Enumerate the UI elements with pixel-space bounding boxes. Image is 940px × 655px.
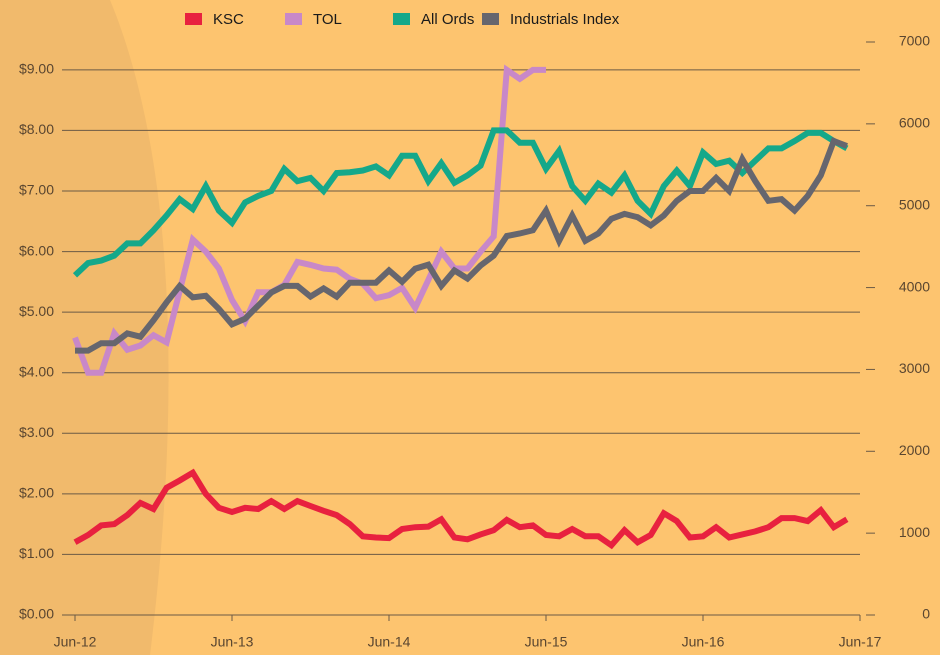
y-tick-label: $9.00 [19, 61, 54, 77]
y-tick-label: $1.00 [19, 545, 54, 561]
y-tick-label: $5.00 [19, 303, 54, 319]
y-tick-label: $7.00 [19, 182, 54, 198]
y2-tick-label: 2000 [899, 442, 930, 458]
y-tick-label: $2.00 [19, 485, 54, 501]
y2-tick-label: 3000 [899, 360, 930, 376]
legend-swatch [285, 13, 302, 25]
y-tick-label: $6.00 [19, 242, 54, 258]
x-tick-label: Jun-15 [525, 634, 568, 650]
legend-swatch [185, 13, 202, 25]
y-tick-label: $0.00 [19, 606, 54, 622]
legend-swatch [393, 13, 410, 25]
legend-swatch [482, 13, 499, 25]
x-tick-label: Jun-14 [368, 634, 411, 650]
series-line [75, 473, 847, 546]
y2-tick-label: 0 [922, 606, 930, 622]
chart: KSC TOL All Ords Industrials Index $0.00 $1.… [0, 0, 940, 655]
y-tick-label: $3.00 [19, 424, 54, 440]
y2-tick-label: 7000 [899, 33, 930, 49]
legend: KSC TOL All Ords Industrials Index [185, 11, 620, 28]
legend-label: All Ords [421, 11, 474, 28]
x-tick-label: Jun-12 [54, 634, 97, 650]
y2-tick-label: 4000 [899, 278, 930, 294]
y-tick-label: $4.00 [19, 363, 54, 379]
x-tick-label: Jun-16 [682, 634, 725, 650]
y-tick-label: $8.00 [19, 121, 54, 137]
legend-label: KSC [213, 11, 244, 28]
legend-label: Industrials Index [510, 11, 620, 28]
y2-tick-label: 1000 [899, 524, 930, 540]
legend-label: TOL [313, 11, 342, 28]
x-tick-label: Jun-13 [211, 634, 254, 650]
y2-tick-label: 5000 [899, 196, 930, 212]
x-tick-label: Jun-17 [839, 634, 882, 650]
y2-tick-label: 6000 [899, 115, 930, 131]
